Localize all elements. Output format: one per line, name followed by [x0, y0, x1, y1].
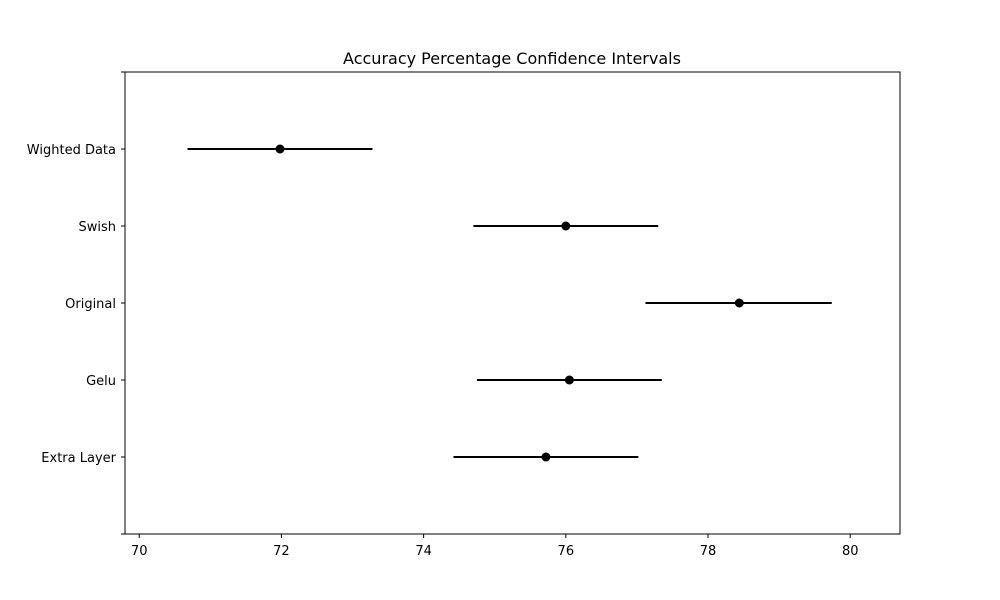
mean-point [275, 144, 285, 154]
x-tick-label: 80 [842, 544, 859, 559]
y-tick-label: Extra Layer [41, 451, 116, 466]
confidence-intervals [187, 144, 832, 462]
x-tick-label: 76 [558, 544, 575, 559]
mean-point [564, 375, 574, 385]
y-tick-label: Wighted Data [27, 143, 116, 158]
chart-title: Accuracy Percentage Confidence Intervals [343, 49, 681, 68]
mean-point [734, 298, 744, 308]
x-tick-label: 70 [131, 544, 148, 559]
y-tick-label: Gelu [86, 374, 116, 389]
mean-point [541, 452, 551, 462]
mean-point [561, 221, 571, 231]
y-tick-label: Swish [78, 220, 116, 235]
x-tick-label: 72 [273, 544, 290, 559]
x-tick-label: 78 [700, 544, 717, 559]
y-axis: Extra Layer Gelu Original Swish Wighted Data [27, 71, 125, 535]
x-tick-label: 74 [415, 544, 432, 559]
y-tick-label: Original [65, 297, 116, 312]
x-axis: 70 72 74 76 78 80 [131, 534, 859, 559]
